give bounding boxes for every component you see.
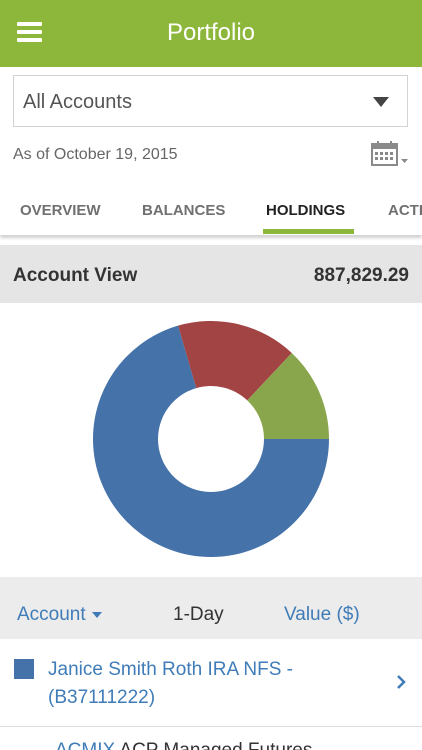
holding-label: ACMIX ACP Managed Futures (55, 740, 312, 750)
legend-swatch (14, 659, 34, 679)
account-row-label: Janice Smith Roth IRA NFS - (B37111222) (48, 656, 368, 712)
donut-chart (93, 321, 330, 557)
list-item[interactable]: ACMIX ACP Managed Futures (0, 728, 422, 750)
holding-ticker: ACMIX (55, 740, 115, 750)
value-sort-button[interactable]: Value ($) (284, 604, 360, 625)
page-title: Portfolio (166, 19, 256, 46)
tab-overview[interactable]: OVERVIEW (20, 202, 101, 219)
hamburger-menu-icon[interactable] (17, 22, 42, 42)
caret-down-icon (91, 611, 102, 618)
account-dropdown-value: All Accounts (23, 91, 132, 113)
account-view-label: Account View (13, 265, 138, 286)
donut-slice-green[interactable] (247, 352, 329, 439)
account-id: (B37111222) (48, 687, 156, 708)
tab-balances[interactable]: BALANCES (142, 202, 226, 219)
as-of-date: As of October 19, 2015 (13, 146, 178, 163)
holdings-chart (0, 303, 422, 577)
caret-down-icon (373, 97, 389, 107)
tab-activity[interactable]: ACTI (388, 202, 422, 219)
calendar-icon[interactable] (371, 141, 409, 167)
tab-holdings[interactable]: HOLDINGS (266, 202, 346, 219)
account-sort-label: Account (17, 604, 86, 625)
account-view-total: 887,829.29 (313, 265, 409, 286)
period-label[interactable]: 1-Day (173, 604, 224, 625)
account-view-bar: Account View 887,829.29 (0, 245, 422, 303)
donut-slice-red[interactable] (178, 321, 292, 401)
tab-bar: OVERVIEW BALANCES HOLDINGS ACTI (0, 185, 422, 235)
account-dropdown[interactable]: All Accounts (13, 75, 408, 127)
donut-slice-blue[interactable] (93, 325, 330, 557)
account-name: Janice Smith Roth IRA NFS - (48, 659, 293, 680)
active-tab-indicator (263, 229, 354, 234)
holding-name: ACP Managed Futures (115, 740, 312, 750)
account-row[interactable]: Janice Smith Roth IRA NFS - (B37111222) (0, 639, 422, 727)
account-sort-button[interactable]: Account (17, 604, 102, 626)
app-header: Portfolio (0, 0, 422, 67)
chevron-right-icon (397, 675, 406, 689)
filter-bar: Account 1-Day Value ($) (0, 577, 422, 639)
